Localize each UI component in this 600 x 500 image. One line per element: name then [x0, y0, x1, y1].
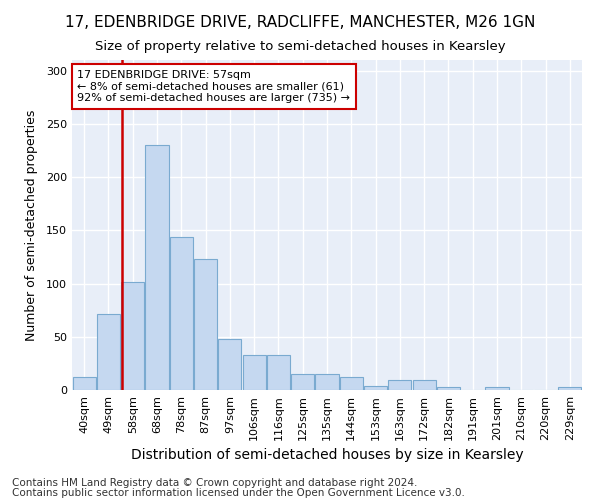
Text: 17, EDENBRIDGE DRIVE, RADCLIFFE, MANCHESTER, M26 1GN: 17, EDENBRIDGE DRIVE, RADCLIFFE, MANCHES… [65, 15, 535, 30]
Y-axis label: Number of semi-detached properties: Number of semi-detached properties [25, 110, 38, 340]
Text: 17 EDENBRIDGE DRIVE: 57sqm
← 8% of semi-detached houses are smaller (61)
92% of : 17 EDENBRIDGE DRIVE: 57sqm ← 8% of semi-… [77, 70, 350, 103]
Bar [485, 387, 509, 390]
Bar [218, 339, 241, 390]
X-axis label: Distribution of semi-detached houses by size in Kearsley: Distribution of semi-detached houses by … [131, 448, 523, 462]
Bar [242, 355, 266, 390]
Text: Contains HM Land Registry data © Crown copyright and database right 2024.: Contains HM Land Registry data © Crown c… [12, 478, 418, 488]
Bar [388, 380, 412, 390]
Bar [437, 387, 460, 390]
Text: Contains public sector information licensed under the Open Government Licence v3: Contains public sector information licen… [12, 488, 465, 498]
Bar [291, 374, 314, 390]
Bar [316, 374, 338, 390]
Bar [121, 282, 144, 390]
Bar [340, 377, 363, 390]
Bar [364, 386, 387, 390]
Bar [413, 380, 436, 390]
Bar [194, 259, 217, 390]
Bar [267, 355, 290, 390]
Bar [559, 387, 581, 390]
Text: Size of property relative to semi-detached houses in Kearsley: Size of property relative to semi-detach… [95, 40, 505, 53]
Bar [170, 236, 193, 390]
Bar [73, 377, 95, 390]
Bar [97, 314, 120, 390]
Bar [145, 145, 169, 390]
